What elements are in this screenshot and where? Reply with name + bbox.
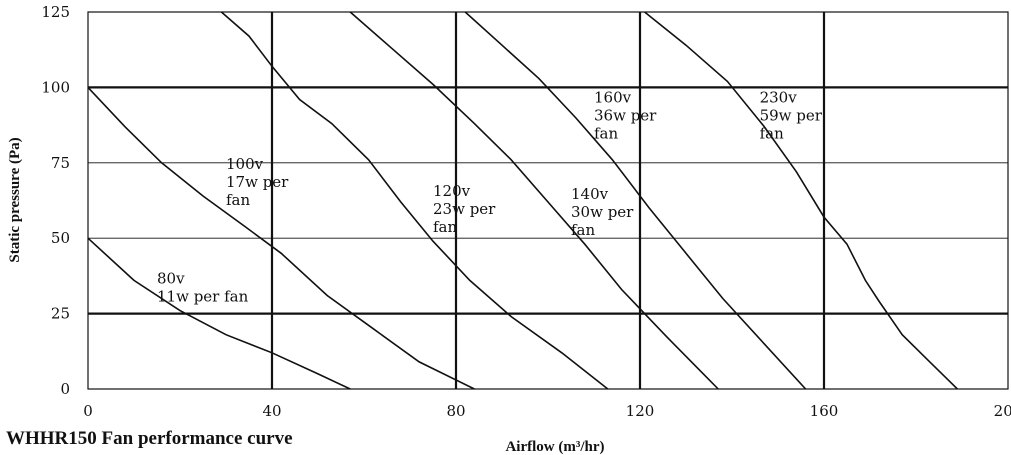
curve-230v	[644, 11, 958, 390]
y-tick-label: 25	[51, 305, 70, 323]
curve-label-line: 59w per	[760, 106, 823, 124]
curve-label-line: fan	[433, 218, 457, 236]
curve-label-line: fan	[226, 191, 250, 209]
curve-label-line: 160v	[594, 88, 632, 106]
chart-caption: WHHR150 Fan performance curve	[6, 428, 293, 449]
x-tick-label: 160	[810, 402, 839, 420]
y-tick-label: 50	[51, 229, 70, 247]
curve-label-line: 11w per fan	[157, 287, 249, 305]
curve-120v	[220, 11, 609, 390]
curve-label-line: 120v	[433, 182, 471, 200]
curve-100v	[87, 86, 475, 390]
curve-label-120v: 120v 23w per fan	[433, 182, 496, 236]
curve-label-line: 140v	[571, 185, 609, 203]
curve-140v	[349, 11, 719, 390]
x-tick-label: 120	[626, 402, 655, 420]
curve-80v	[87, 237, 351, 390]
curve-label-line: 17w per	[226, 173, 289, 191]
curve-label-line: fan	[594, 124, 618, 142]
curve-label-line: fan	[760, 124, 784, 142]
curve-label-line: 100v	[226, 155, 264, 173]
y-axis-title: Static pressure (Pa)	[7, 137, 23, 262]
x-axis-title: Airflow (m³/hr)	[505, 439, 604, 455]
curve-label-80v: 80v 11w per fan	[157, 269, 249, 305]
x-tick-label: 80	[446, 402, 465, 420]
curve-label-230v: 230v 59w per fan	[760, 88, 823, 142]
x-tick-label: 40	[262, 402, 281, 420]
x-tick-label: 200	[994, 402, 1011, 420]
curve-label-140v: 140v 30w per fan	[571, 185, 634, 239]
curve-label-line: 23w per	[433, 200, 496, 218]
y-tick-label: 0	[60, 380, 70, 398]
curve-label-line: 230v	[760, 88, 798, 106]
curve-label-line: fan	[571, 221, 595, 239]
y-tick-label: 100	[41, 78, 70, 96]
y-tick-label: 75	[51, 154, 70, 172]
curve-label-line: 30w per	[571, 203, 634, 221]
curve-160v	[464, 11, 807, 390]
curve-label-160v: 160v 36w per fan	[594, 88, 657, 142]
curve-label-line: 80v	[157, 269, 185, 287]
curve-label-line: 36w per	[594, 106, 657, 124]
tick-label-group: 0 40 80 120 160 200 0 25 50 75 100 125	[41, 3, 1011, 420]
x-tick-label: 0	[83, 402, 93, 420]
y-tick-label: 125	[41, 3, 70, 21]
plot-frame	[87, 11, 1009, 390]
curve-group	[87, 11, 958, 390]
grid-lines	[88, 12, 1008, 389]
curve-label-100v: 100v 17w per fan	[226, 155, 289, 209]
